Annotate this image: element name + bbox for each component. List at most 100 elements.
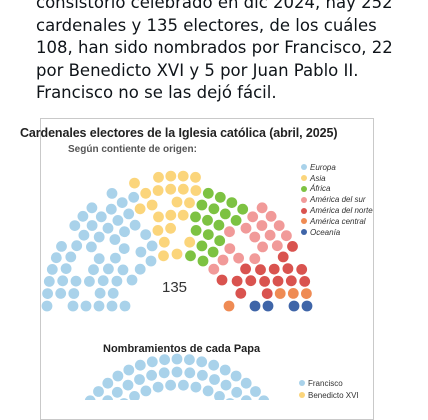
chart-title: Cardenales electores de la Iglesia catól… [20, 126, 338, 140]
seat-europa [50, 252, 62, 264]
seat-europa [116, 197, 128, 209]
seat-africa [213, 219, 225, 231]
seat-africa [197, 255, 209, 267]
seat-francisco [171, 353, 183, 365]
seat-africa [185, 250, 196, 262]
seat-europa [134, 263, 146, 275]
seat-africa [207, 246, 219, 258]
seat-europa [118, 243, 130, 255]
seat-africa [196, 240, 208, 252]
seat-europa [106, 188, 118, 199]
seat-america-del-sur [256, 202, 268, 214]
seat-europa [57, 275, 69, 287]
seat-asia [134, 203, 146, 215]
seat-america-del-norte [272, 275, 284, 287]
parliament-chart [41, 170, 313, 400]
seat-america-del-sur [273, 220, 285, 232]
post-text: consistorio celebrado en dic 2024, hay 2… [36, 0, 393, 102]
parliament-seats-nombramientos-de-cada-papa [84, 353, 270, 400]
seat-francisco [134, 374, 145, 385]
seat-europa [70, 275, 82, 287]
legend-label-asia: Asia [310, 173, 326, 183]
seat-america-central [223, 300, 235, 312]
seat-america-del-sur [249, 253, 261, 265]
seat-francisco [220, 379, 232, 391]
chart-legend-popes: Francisco Benedicto XVI [299, 377, 359, 401]
seat-america-del-norte [216, 274, 228, 286]
seat-america-del-norte [245, 275, 257, 287]
chart-legend-continents: Europa Asia África América del sur América d… [301, 162, 373, 238]
seat-europa [86, 241, 97, 253]
legend-swatch-asia [301, 175, 307, 182]
seat-francisco [93, 386, 104, 397]
seat-europa [103, 263, 114, 275]
seat-africa [226, 197, 238, 209]
legend-label-america-del-sur: América del sur [310, 195, 366, 205]
legend-swatch-francisco [299, 380, 305, 386]
seat-america-del-norte [268, 263, 280, 275]
seat-francisco [140, 385, 152, 397]
seat-francisco [250, 386, 261, 397]
seat-oceania [249, 300, 261, 312]
seat-europa [135, 246, 147, 258]
seat-francisco [123, 364, 135, 376]
legend-item-america-del-norte: América del norte [301, 205, 373, 216]
seat-africa [208, 203, 220, 215]
seat-asia [165, 209, 177, 221]
seat-europa [55, 288, 67, 299]
seat-asia [158, 236, 170, 248]
legend-swatch-america-central [301, 218, 307, 225]
seat-asia [165, 170, 177, 182]
seat-america-central [287, 288, 299, 299]
seat-europa [56, 241, 67, 252]
legend-swatch-benedicto-xvi [299, 392, 305, 398]
seat-europa [102, 222, 114, 234]
legend-label-africa: África [310, 184, 331, 194]
seat-francisco [197, 369, 208, 381]
seat-europa [105, 203, 117, 215]
seat-america-del-norte [235, 287, 247, 299]
legend-item-francisco: Francisco [299, 377, 359, 389]
seat-america-del-norte [261, 288, 273, 299]
seat-asia [165, 222, 177, 234]
seat-europa [111, 275, 123, 287]
seat-america-del-sur [240, 222, 252, 234]
legend-item-america-del-sur: América del sur [301, 194, 373, 205]
seat-america-del-sur [208, 263, 220, 275]
seat-europa [119, 226, 130, 238]
seat-europa [84, 276, 95, 287]
seat-asia [190, 171, 201, 183]
seat-europa [97, 275, 109, 287]
seat-francisco [171, 366, 183, 378]
seat-america-del-sur [249, 231, 261, 243]
seat-francisco [111, 386, 123, 398]
seat-asia [153, 211, 164, 223]
legend-item-africa: África [301, 184, 373, 195]
legend-item-america-central: América central [301, 216, 373, 227]
seat-asia [184, 197, 195, 209]
seat-europa [68, 288, 80, 299]
seat-asia [171, 248, 183, 260]
legend-item-benedicto-xvi: Benedicto XVI [299, 389, 359, 401]
seat-europa [93, 231, 105, 243]
seat-europa [126, 274, 138, 286]
seat-europa [110, 252, 121, 264]
seat-europa [107, 287, 119, 299]
legend-swatch-america-del-norte [301, 207, 307, 214]
seat-francisco [84, 395, 96, 400]
seat-asia [153, 171, 164, 183]
legend-label-oceania: Oceanía [310, 227, 341, 237]
seat-america-del-sur [217, 254, 229, 266]
seat-america-del-sur [264, 229, 276, 241]
seat-asia [190, 185, 202, 196]
seat-europa [146, 240, 158, 252]
seat-francisco [165, 379, 177, 391]
seat-oceania [301, 300, 313, 312]
seat-europa [41, 300, 53, 312]
seat-america-del-norte [240, 263, 252, 275]
seat-europa [129, 219, 141, 231]
seat-europa [46, 264, 58, 275]
seat-europa [94, 287, 106, 299]
seat-america-del-sur [256, 220, 268, 231]
seat-francisco [102, 395, 114, 400]
